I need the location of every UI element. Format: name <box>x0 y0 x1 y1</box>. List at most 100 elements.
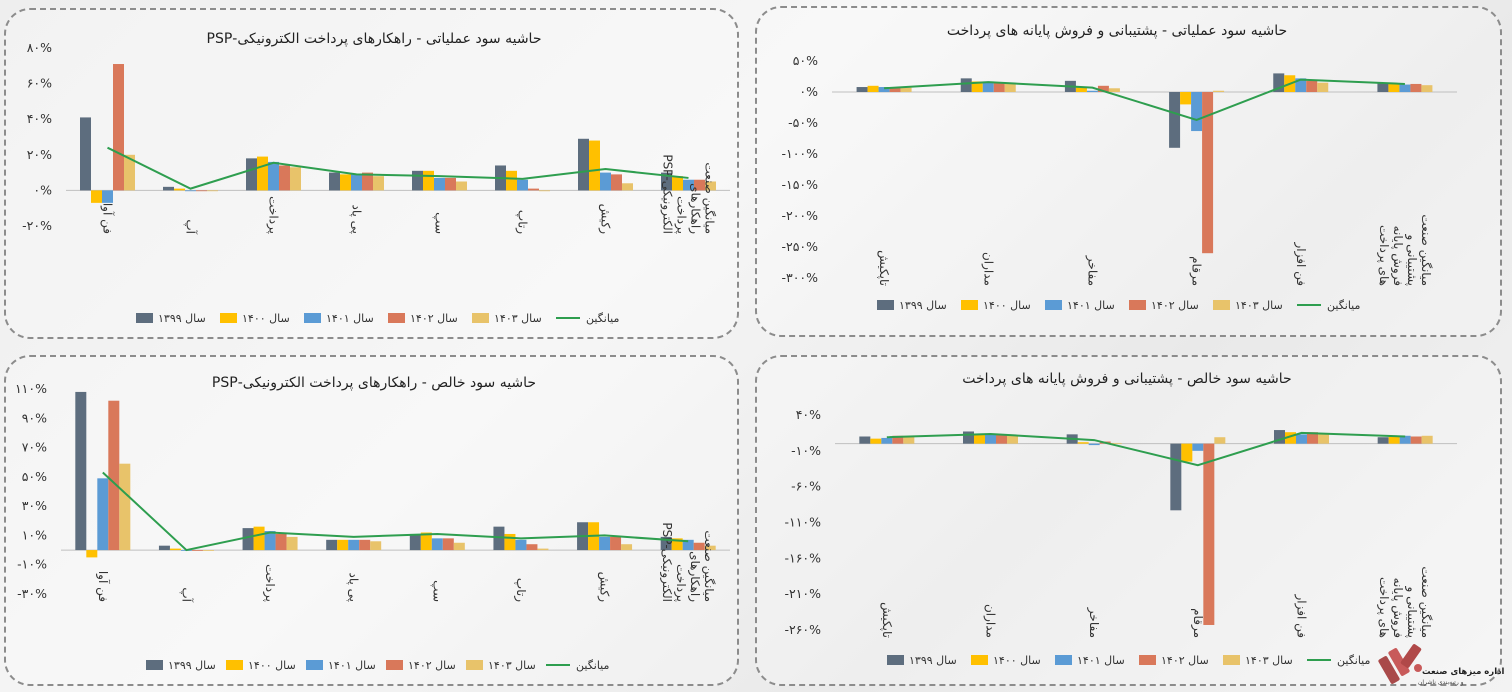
bar-pos-net-0-4 <box>903 435 915 444</box>
x-category-label: سپ <box>433 212 447 234</box>
legend-label: سال ۱۴۰۱ <box>1077 654 1125 667</box>
bar-psp-operating-2-1 <box>257 156 268 191</box>
legend-label: میانگین <box>1337 654 1371 667</box>
x-category-text: رکیش <box>598 204 613 235</box>
y-tick-label: ۱۱۰% <box>15 381 47 396</box>
bar-pos-net-5-3 <box>1410 436 1422 444</box>
bar-psp-net-2-3 <box>275 533 287 551</box>
x-category-label: مداران <box>983 604 998 638</box>
x-category-label: فن آوا <box>100 203 116 234</box>
bar-pos-operating-5-2 <box>1399 84 1411 92</box>
bar-pos-net-2-1 <box>1077 442 1089 444</box>
x-category-label: آپ <box>184 219 199 234</box>
y-tick-label: -۱۰% <box>17 557 47 572</box>
bar-psp-net-0-2 <box>97 478 109 551</box>
bar-psp-net-7-0 <box>660 536 672 551</box>
bar-psp-operating-6-3 <box>611 174 622 191</box>
legend-swatch <box>887 655 904 665</box>
chart-title: حاشیه سود خالص - پشتیبانی و فروش پایانه … <box>962 371 1291 387</box>
chart-svg-psp-operating: حاشیه سود عملیاتی - راهکارهای پرداخت الک… <box>22 31 730 325</box>
bar-pos-net-3-4 <box>1214 437 1226 444</box>
legend-swatch <box>226 660 243 670</box>
x-category-label: تاپکیش <box>879 602 894 638</box>
bar-psp-operating-4-2 <box>434 177 445 191</box>
x-category-text: فن آوا <box>95 571 111 602</box>
bar-psp-net-1-3 <box>191 550 203 551</box>
x-category-label: رکیش <box>598 204 613 235</box>
legend: سال ۱۳۹۹ سال ۱۴۰۰ سال ۱۴۰۱ سال ۱۴۰۲ سال ۱۴۰۳… <box>877 299 1361 312</box>
x-category-text: میانگین صنعت <box>1418 566 1433 638</box>
y-tick-label: -۲۰۰% <box>781 208 818 223</box>
bar-pos-operating-0-4 <box>900 87 912 92</box>
bar-psp-operating-3-4 <box>373 176 384 191</box>
bar-pos-net-5-4 <box>1421 435 1433 444</box>
legend-label: سال ۱۳۹۹ <box>158 312 206 325</box>
bar-psp-operating-1-4 <box>207 190 218 192</box>
chart-panel-psp-net: حاشیه سود خالص - راهکارهای پرداخت الکترو… <box>4 355 739 686</box>
legend-label: سال ۱۴۰۳ <box>488 659 536 672</box>
legend-swatch <box>1139 655 1156 665</box>
bar-psp-net-5-4 <box>537 548 549 551</box>
legend-label: سال ۱۴۰۱ <box>328 659 376 672</box>
x-category-label: فن آوا <box>95 571 111 602</box>
bar-pos-operating-3-2 <box>1191 92 1203 132</box>
x-category-text: پرداخت <box>266 196 281 234</box>
chart-panel-pos-operating: حاشیه سود عملیاتی - پشتیبانی و فروش پایا… <box>755 6 1502 337</box>
bar-pos-net-0-3 <box>892 435 904 444</box>
x-category-text: فن افزار <box>1293 241 1308 286</box>
legend-label: سال ۱۴۰۳ <box>1245 654 1293 667</box>
x-category-label: پرداخت <box>266 196 281 234</box>
bar-pos-net-5-0 <box>1377 437 1389 444</box>
y-tick-label: ۰% <box>799 84 818 99</box>
legend-swatch <box>146 660 163 670</box>
bar-pos-operating-1-0 <box>960 78 972 92</box>
bar-psp-operating-0-3 <box>113 64 124 191</box>
x-category-label: پرداخت <box>262 564 277 602</box>
legend-swatch <box>220 313 237 323</box>
bar-psp-operating-7-4 <box>705 181 716 191</box>
bar-psp-net-3-3 <box>359 539 371 551</box>
legend-label: سال ۱۴۰۰ <box>993 654 1041 667</box>
x-category-text: فروش پایانه <box>1390 578 1405 638</box>
bar-psp-net-6-2 <box>599 536 611 551</box>
bar-psp-net-6-4 <box>621 544 633 551</box>
bar-pos-operating-1-2 <box>982 81 994 92</box>
legend-swatch <box>466 660 483 670</box>
bar-psp-net-0-1 <box>86 550 98 558</box>
bar-pos-operating-5-1 <box>1388 83 1400 92</box>
x-category-label: میانگین صنعتراهکارهایپرداختالکترونیکی-PS… <box>659 522 716 602</box>
bar-psp-net-2-1 <box>253 526 265 551</box>
bar-pos-operating-1-3 <box>993 82 1005 92</box>
legend-label: سال ۱۳۹۹ <box>909 654 957 667</box>
legend-label: سال ۱۳۹۹ <box>168 659 216 672</box>
bar-psp-net-4-3 <box>442 538 454 551</box>
legend-swatch <box>1055 655 1072 665</box>
bar-psp-net-1-4 <box>202 550 214 551</box>
x-category-label: مرقام <box>1189 256 1204 286</box>
x-category-text: پرداخت <box>674 196 689 234</box>
bar-pos-net-0-2 <box>881 437 893 444</box>
y-tick-label: -۱۰% <box>791 443 821 458</box>
legend-label: سال ۱۴۰۲ <box>1151 299 1199 312</box>
y-tick-label: ۴۰% <box>27 111 52 126</box>
bar-pos-net-3-2 <box>1192 443 1204 451</box>
legend-label: میانگین <box>1327 299 1361 312</box>
legend-label: سال ۱۴۰۲ <box>410 312 458 325</box>
bar-psp-operating-6-4 <box>622 183 633 191</box>
x-category-text: میانگین صنعت <box>701 530 716 602</box>
bar-psp-operating-3-1 <box>340 174 351 191</box>
bar-psp-net-1-0 <box>158 545 170 551</box>
bar-psp-net-6-3 <box>610 536 622 551</box>
legend-swatch <box>136 313 153 323</box>
legend-swatch <box>388 313 405 323</box>
x-category-text: مداران <box>980 252 995 286</box>
legend-label: سال ۱۴۰۲ <box>408 659 456 672</box>
x-category-text: رکیش <box>597 572 612 603</box>
bar-pos-operating-3-3 <box>1202 92 1214 254</box>
bar-psp-net-2-4 <box>286 536 298 551</box>
x-category-label: سپ <box>430 580 444 602</box>
bar-psp-operating-5-3 <box>528 188 539 191</box>
average-line <box>107 146 689 190</box>
x-category-text: تاپکیش <box>879 602 894 638</box>
